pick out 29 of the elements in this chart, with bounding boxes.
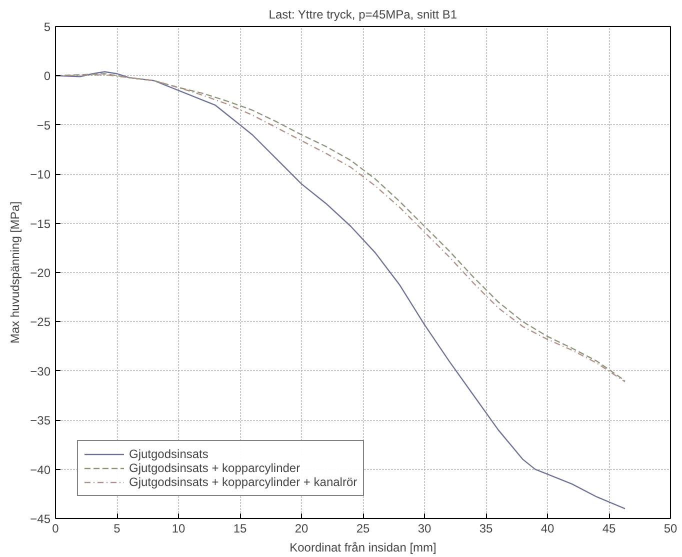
- x-tick-label: 40: [540, 522, 554, 536]
- y-tick-label: −40: [30, 462, 51, 477]
- x-tick-label: 25: [356, 522, 370, 536]
- x-tick-label: 30: [418, 522, 432, 536]
- x-tick-label: 15: [233, 522, 247, 536]
- y-tick-label: −10: [30, 168, 51, 182]
- line-series: [56, 71, 626, 510]
- y-tick-label: −5: [36, 118, 51, 132]
- y-tick-label: −20: [30, 266, 51, 280]
- x-tick-label: 0: [52, 522, 60, 536]
- x-tick-label: 5: [114, 522, 121, 536]
- legend-label: Gjutgodsinsats: [129, 447, 208, 461]
- y-axis-title: Max huvudspänning [MPa]: [8, 201, 22, 344]
- x-tick-label: 35: [479, 522, 493, 536]
- legend-label: Gjutgodsinsats + kopparcylinder + kanalrör: [129, 475, 358, 489]
- x-tick-label: 10: [172, 522, 186, 536]
- x-tick-label: 45: [602, 522, 616, 536]
- y-tick-label: −15: [30, 216, 51, 231]
- y-tick-label: −35: [30, 414, 51, 428]
- legend-label: Gjutgodsinsats + kopparcylinder: [129, 461, 300, 475]
- y-tick-label: −30: [30, 364, 51, 378]
- x-tick-label: 50: [664, 522, 678, 536]
- y-tick-label: 5: [44, 20, 51, 34]
- y-tick-label: 0: [44, 69, 51, 84]
- x-axis-title: Koordinat från insidan [mm]: [290, 540, 436, 554]
- x-tick-label: 20: [294, 522, 308, 536]
- y-tick-label: −45: [30, 512, 51, 526]
- chart-title: Last: Yttre tryck, p=45MPa, snitt B1: [268, 8, 458, 22]
- y-tick-label: −25: [30, 315, 51, 330]
